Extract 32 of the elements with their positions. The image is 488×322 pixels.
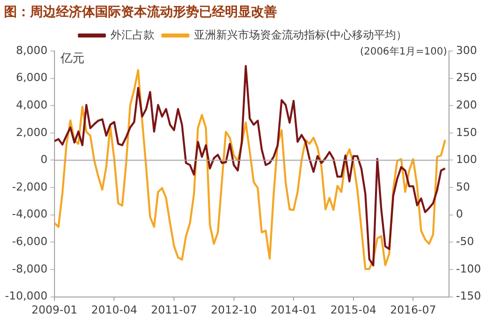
- y-tick-label: 0: [40, 153, 48, 166]
- y2-tick-label: 0: [456, 208, 464, 221]
- x-tick-label: 2009-01: [31, 303, 78, 316]
- y-tick-label: 6,000: [16, 71, 48, 84]
- x-tick-label: 2016-07: [390, 303, 436, 316]
- y-tick-label: 2,000: [16, 126, 48, 139]
- x-tick-label: 2010-04: [91, 303, 138, 316]
- x-tick-label: 2011-07: [151, 303, 198, 316]
- y-tick-label: -4,000: [12, 208, 48, 221]
- y-tick-label: -8,000: [12, 262, 48, 276]
- legend-label: 亚洲新兴市场资金流动指标(中心移动平均）: [194, 28, 408, 42]
- y2-tick-label: -150: [456, 290, 482, 303]
- y2-tick-label: 250: [456, 71, 478, 84]
- x-tick-label: 2015-04: [330, 303, 376, 316]
- y-axis-title: 亿元: [59, 51, 84, 66]
- y-tick-label: 8,000: [16, 44, 48, 57]
- y2-tick-label: 50: [456, 180, 470, 194]
- y2-tick-label: -50: [456, 235, 474, 248]
- y-tick-label: -6,000: [12, 235, 48, 248]
- chart-title: 图：周边经济体国际资本流动形势已经明显改善: [4, 4, 277, 21]
- y2-tick-label: 300: [456, 44, 478, 57]
- y2-tick-label: 200: [456, 98, 478, 112]
- legend-label: 外汇占款: [110, 28, 154, 42]
- y2-tick-label: 150: [456, 126, 478, 139]
- y2-tick-label: -100: [456, 262, 482, 276]
- x-tick-label: 2012-10: [210, 303, 257, 316]
- y-tick-label: 4,000: [16, 98, 48, 112]
- y-tick-label: -2,000: [12, 180, 48, 194]
- y2-axis-title: (2006年1月=100): [360, 46, 448, 58]
- y-tick-label: -10,000: [4, 290, 48, 303]
- y2-tick-label: 100: [456, 153, 478, 166]
- x-tick-label: 2014-01: [270, 303, 317, 316]
